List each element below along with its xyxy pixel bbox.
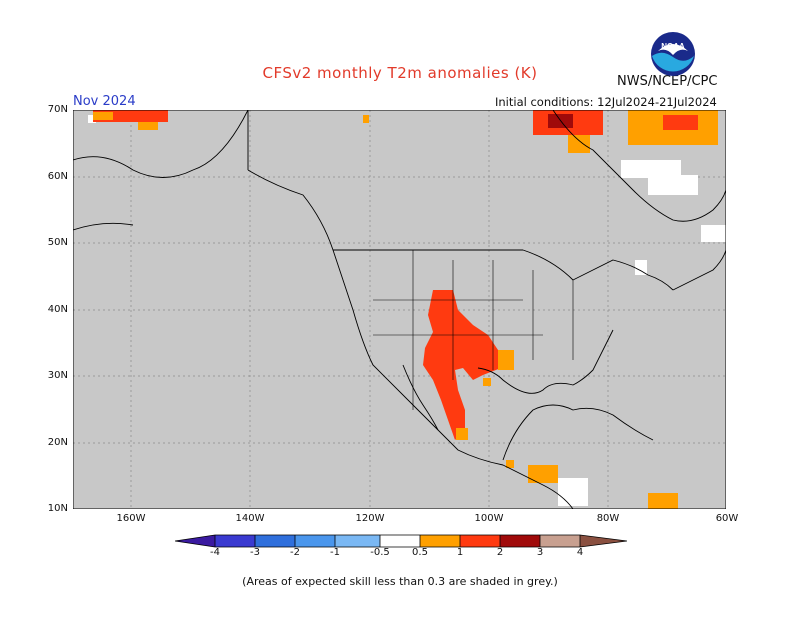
- lat-label-60n: 60N: [47, 171, 68, 182]
- initial-conditions: Initial conditions: 12Jul2024-21Jul2024: [495, 95, 717, 109]
- anomaly-map: [73, 110, 726, 509]
- lat-label-10n: 10N: [47, 503, 68, 514]
- colorbar-label: -3: [250, 547, 260, 558]
- colorbar: [175, 534, 627, 548]
- neutral-areas: [88, 115, 726, 506]
- colorbar-label: 3: [536, 547, 544, 558]
- noaa-logo-icon: NOAA: [651, 32, 695, 76]
- lon-label-140w: 140W: [235, 513, 265, 524]
- footnote: (Areas of expected skill less than 0.3 a…: [242, 575, 558, 588]
- colorbar-label: 1: [456, 547, 464, 558]
- lon-label-80w: 80W: [596, 513, 620, 524]
- state-borders: [373, 250, 574, 410]
- colorbar-label: -0.5: [370, 547, 390, 558]
- agency-label: NWS/NCEP/CPC: [617, 74, 718, 89]
- colorbar-label: 0.5: [412, 547, 428, 558]
- lat-label-20n: 20N: [47, 437, 68, 448]
- colorbar-label: -2: [290, 547, 300, 558]
- chart-title: CFSv2 monthly T2m anomalies (K): [262, 64, 538, 82]
- coastlines: [73, 110, 726, 509]
- lon-label-100w: 100W: [474, 513, 504, 524]
- lat-label-50n: 50N: [47, 237, 68, 248]
- colorbar-label: -1: [330, 547, 340, 558]
- lat-label-40n: 40N: [47, 304, 68, 315]
- lon-label-120w: 120W: [355, 513, 385, 524]
- graticule: [73, 110, 726, 509]
- colorbar-label: 2: [496, 547, 504, 558]
- lon-label-160w: 160W: [116, 513, 146, 524]
- logo-text: NOAA: [661, 42, 685, 51]
- warm-anomaly-areas: [93, 110, 718, 509]
- lat-label-30n: 30N: [47, 370, 68, 381]
- lat-label-70n: 70N: [47, 104, 68, 115]
- colorbar-label: -4: [210, 547, 220, 558]
- forecast-month: Nov 2024: [73, 94, 136, 109]
- map-background: [73, 110, 726, 509]
- lon-label-60w: 60W: [715, 513, 739, 524]
- colorbar-label: 4: [576, 547, 584, 558]
